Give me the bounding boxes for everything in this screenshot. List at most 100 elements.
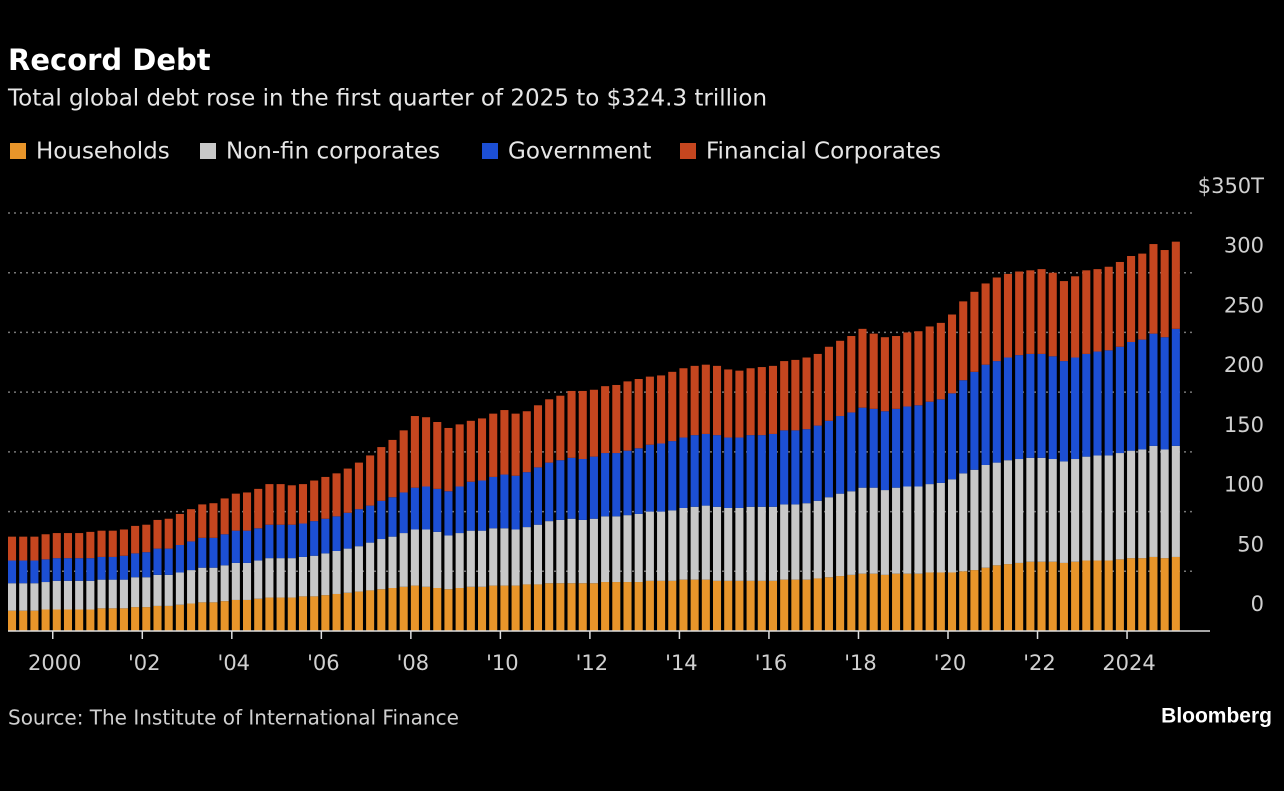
legend-swatch	[10, 143, 26, 159]
bar-segment	[522, 411, 531, 473]
bar-segment	[298, 556, 308, 597]
bar-segment	[377, 500, 386, 540]
x-tick-label: '16	[755, 651, 788, 675]
bar-segment	[1026, 561, 1035, 631]
bar-segment	[802, 503, 811, 580]
bar-segment	[220, 565, 229, 602]
bar-segment	[1104, 560, 1113, 631]
bar-segment	[612, 516, 621, 583]
bar-segment	[388, 588, 397, 631]
bar-segment	[1059, 361, 1068, 462]
x-tick-label: '04	[218, 651, 251, 675]
bar-segment	[220, 534, 229, 566]
bar-segment	[634, 582, 643, 631]
bar-segment	[556, 395, 565, 461]
bar-segment	[1037, 561, 1046, 631]
bar-segment	[444, 491, 453, 536]
bar-segment	[791, 430, 800, 505]
x-tick-label: '18	[844, 651, 877, 675]
bar-segment	[243, 492, 252, 531]
bar-segment	[321, 595, 330, 631]
bar-segment	[981, 283, 990, 365]
bar-segment	[1160, 558, 1169, 631]
bar-segment	[556, 519, 565, 584]
bar-segment	[1003, 460, 1013, 565]
bar-segment	[1115, 346, 1124, 454]
bar-segment	[332, 473, 341, 517]
bar-segment	[858, 487, 867, 574]
bar-segment	[142, 552, 151, 578]
bar-segment	[276, 524, 285, 559]
bar-segment	[589, 518, 598, 584]
bar-segment	[310, 555, 319, 597]
bar-segment	[1093, 455, 1102, 561]
bar-segment	[377, 589, 386, 631]
bar-segment	[187, 603, 196, 631]
bar-segment	[175, 545, 184, 573]
bar-segment	[858, 407, 867, 488]
bar-segment	[780, 361, 789, 431]
bar-segment	[8, 610, 17, 631]
bar-segment	[679, 368, 688, 438]
bar-segment	[287, 524, 296, 559]
bar-segment	[455, 533, 464, 589]
bar-segment	[466, 586, 475, 631]
bar-segment	[41, 609, 50, 631]
bar-segment	[52, 609, 61, 631]
bar-segment	[936, 572, 945, 631]
bar-segment	[209, 567, 218, 603]
bar-segment	[175, 572, 184, 605]
bar-segment	[354, 509, 363, 547]
bar-segment	[668, 371, 677, 442]
bar-segment	[1026, 270, 1035, 354]
bar-segment	[287, 597, 296, 631]
bar-segment	[948, 314, 957, 394]
bar-segment	[52, 558, 61, 581]
bar-segment	[1071, 561, 1080, 631]
bar-segment	[892, 487, 901, 574]
bar-segment	[690, 435, 699, 507]
bar-segment	[131, 525, 140, 554]
bar-segment	[287, 485, 296, 525]
bar-segment	[959, 473, 968, 572]
bar-segment	[768, 580, 778, 631]
bar-segment	[880, 490, 889, 575]
y-tick-label: 0	[1251, 592, 1264, 616]
bar-segment	[746, 506, 755, 581]
bar-segment	[231, 599, 240, 631]
bar-segment	[41, 582, 50, 610]
bar-segment	[489, 585, 498, 631]
bar-segment	[30, 536, 39, 561]
bar-segment	[791, 359, 800, 431]
bar-segment	[187, 509, 196, 542]
bar-segment	[1104, 455, 1113, 561]
bar-segment	[545, 399, 554, 463]
bar-segment	[321, 518, 330, 554]
bar-segment	[1048, 272, 1057, 357]
bar-segment	[119, 555, 128, 580]
bar-segment	[791, 579, 800, 631]
bar-segment	[265, 484, 274, 525]
y-tick-label: 100	[1224, 473, 1264, 497]
bar-segment	[19, 560, 28, 584]
bar-segment	[455, 588, 464, 631]
x-tick-label: '06	[307, 651, 340, 675]
legend-swatch	[680, 143, 696, 159]
bar-segment	[209, 503, 218, 538]
bar-segment	[198, 567, 207, 603]
bar-segment	[142, 607, 151, 631]
bar-segment	[713, 365, 722, 436]
bar-segment	[970, 371, 979, 470]
bar-segment	[198, 602, 207, 631]
bar-segment	[1127, 558, 1136, 631]
bar-segment	[892, 336, 901, 409]
bar-segment	[645, 376, 654, 445]
y-tick-label: 50	[1237, 532, 1264, 556]
bar-segment	[410, 529, 419, 586]
bar-segment	[522, 584, 531, 631]
bar-segment	[354, 546, 363, 592]
bar-segment	[511, 585, 520, 631]
legend-label: Financial Corporates	[706, 139, 941, 165]
bar-segment	[992, 565, 1001, 631]
bar-segment	[701, 433, 710, 506]
